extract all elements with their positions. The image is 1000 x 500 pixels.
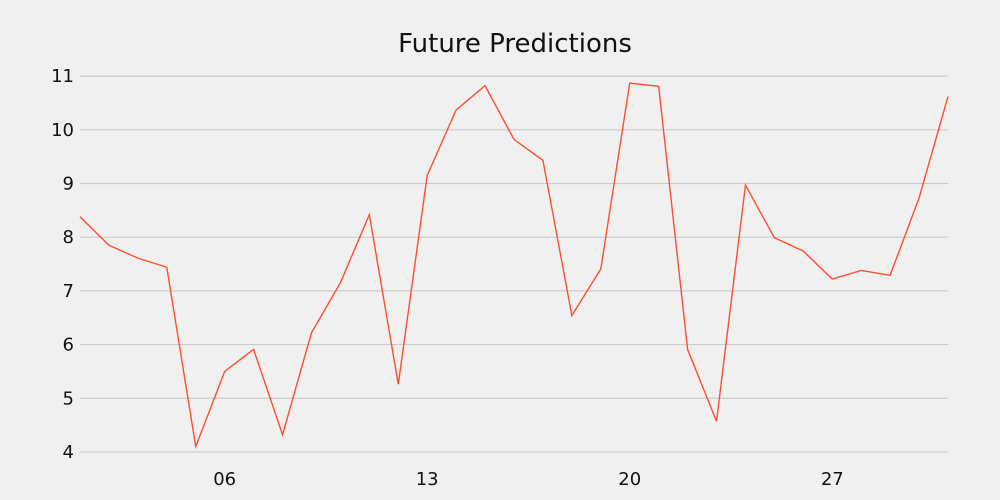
data-point	[715, 419, 719, 423]
data-point	[338, 281, 342, 285]
data-point	[281, 433, 285, 437]
data-point	[946, 95, 950, 99]
data-point	[483, 84, 487, 88]
data-point	[223, 369, 227, 373]
data-point	[165, 265, 169, 269]
y-tick-label: 8	[63, 227, 74, 248]
x-tick-label: 27	[821, 469, 844, 490]
data-point	[252, 347, 256, 351]
data-point	[599, 267, 603, 271]
data-point	[570, 314, 574, 318]
data-point	[78, 215, 82, 219]
data-point	[657, 84, 661, 88]
data-point	[541, 158, 545, 162]
data-point	[396, 382, 400, 386]
series-layer	[78, 81, 950, 450]
x-tick-label: 13	[416, 469, 439, 490]
y-tick-label: 11	[51, 66, 74, 87]
y-tick-label: 5	[63, 388, 74, 409]
data-point	[194, 445, 198, 449]
data-point	[686, 347, 690, 351]
data-point	[830, 277, 834, 281]
y-tick-label: 10	[51, 120, 74, 141]
data-point	[107, 243, 111, 247]
grid-layer	[80, 75, 948, 453]
data-point	[772, 236, 776, 240]
data-point	[512, 137, 516, 141]
data-point	[888, 273, 892, 277]
data-point	[367, 213, 371, 217]
data-point	[454, 108, 458, 112]
x-tick-label: 20	[618, 469, 641, 490]
data-point	[743, 183, 747, 187]
data-point	[136, 256, 140, 260]
data-point	[859, 268, 863, 272]
y-tick-label: 4	[63, 442, 74, 463]
x-tick-label: 06	[213, 469, 236, 490]
chart-title: Future Predictions	[398, 29, 632, 59]
data-point	[309, 331, 313, 335]
y-tick-label: 9	[63, 173, 74, 194]
x-axis-ticks: 06 13 20 27	[213, 469, 844, 490]
data-point	[628, 81, 632, 85]
data-point	[917, 196, 921, 200]
data-point	[425, 173, 429, 177]
data-point	[801, 249, 805, 253]
y-tick-label: 7	[63, 281, 74, 302]
y-axis-ticks: 4 5 6 7 8 9 10 11	[51, 66, 74, 463]
y-tick-label: 6	[63, 335, 74, 356]
series-line-0	[79, 82, 949, 450]
